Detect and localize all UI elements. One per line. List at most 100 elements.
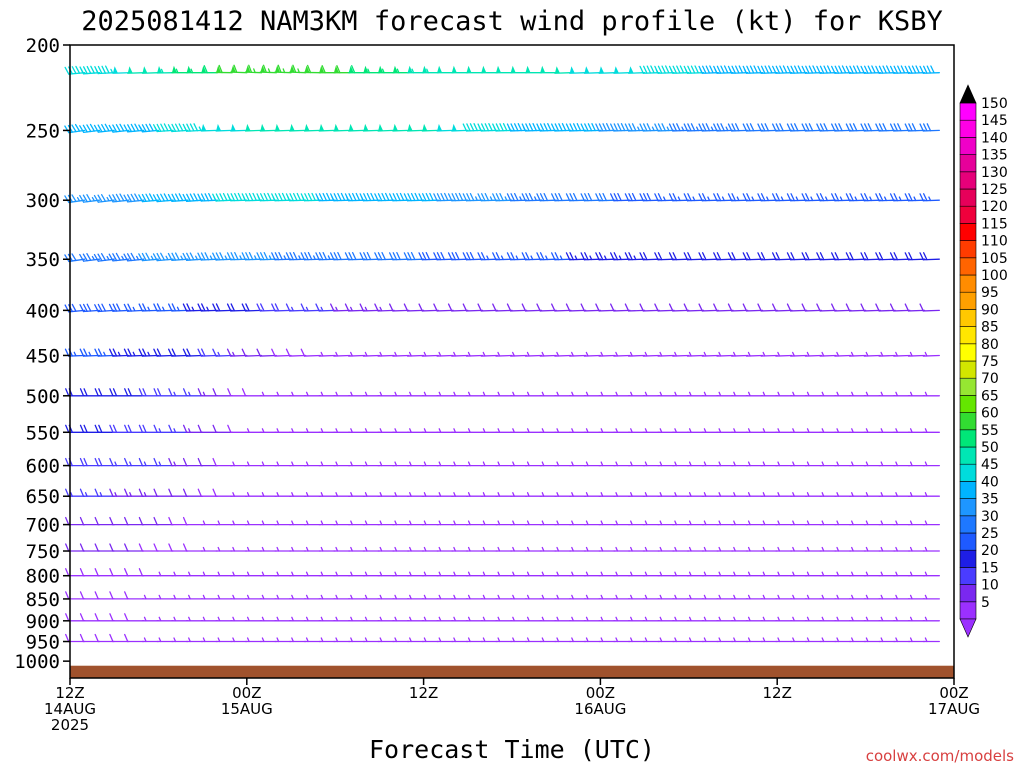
wind-barb [465,391,484,397]
wind-barb [790,637,808,643]
wind-barb [274,637,292,643]
wind-barb [451,571,469,577]
wind-barb [197,388,218,397]
wind-barb [554,571,572,577]
wind-barb [922,461,940,467]
wind-barb [583,571,602,577]
wind-barb [436,123,454,132]
wind-barb [757,303,778,312]
wind-barb [447,192,469,202]
wind-barb [344,251,366,261]
wind-barb [845,303,867,312]
wind-barb [627,616,646,622]
wind-barb [421,594,439,600]
wind-barb [654,252,675,261]
wind-barb [451,520,469,526]
wind-barb [289,637,307,643]
wind-barb [919,303,940,312]
wind-barb [848,492,867,497]
wind-barb [212,388,233,397]
wind-barb [318,546,336,552]
wind-barb [878,428,896,433]
wind-barb [786,65,808,74]
wind-barb [627,461,646,467]
wind-barb [182,252,204,261]
wind-barb [510,492,528,497]
wind-barb [848,571,867,577]
wind-barb [907,571,926,577]
wind-barb [94,568,115,577]
wind-barb [333,65,351,74]
colorbar-label: 35 [981,492,999,508]
wind-barb [727,303,749,312]
wind-barb [182,303,204,312]
wind-barb [790,616,808,622]
wind-barb [374,251,395,261]
wind-barb [521,303,543,312]
wind-barb [786,193,808,202]
wind-barb [893,616,911,622]
wind-barb [539,461,557,467]
wind-barb [878,520,896,526]
wind-barb [79,591,101,600]
wind-barb [922,391,940,397]
wind-barb [289,461,307,467]
wind-barb [406,65,425,74]
wind-barb [462,251,484,261]
wind-barb [451,637,469,643]
wind-barb [348,351,366,357]
wind-barb [289,616,307,622]
wind-barb [109,543,130,552]
wind-barb [244,616,263,622]
wind-barb [580,252,602,261]
wind-barb [109,424,130,433]
wind-barb [569,66,587,74]
wind-barb [436,571,454,577]
wind-barb [657,351,675,357]
wind-barb [583,492,602,497]
wind-barb [834,520,852,526]
wind-barb [300,251,322,261]
wind-barb [654,193,675,202]
y-tick-label: 300 [26,190,60,212]
wind-barb [627,351,646,357]
wind-barb [716,520,734,526]
wind-barb [701,428,719,433]
wind-barb [348,546,366,552]
wind-barb [569,351,587,357]
wind-barb [480,428,498,433]
wind-barb [465,428,484,433]
wind-barb [230,594,248,600]
source-watermark: coolwx.com/models [866,747,1014,765]
wind-barb [451,461,469,467]
colorbar-swatch [959,532,977,551]
wind-barb [922,351,940,357]
wind-barb [495,571,513,577]
wind-barb [495,391,513,397]
wind-barb [318,616,336,622]
wind-barb [672,520,690,526]
wind-barb [421,520,439,526]
wind-barb [451,492,469,497]
wind-barb [109,591,130,600]
wind-barb [344,303,366,312]
colorbar-label: 100 [981,268,1008,284]
wind-barb [200,616,218,622]
wind-barb [804,594,823,600]
wind-barb [108,123,130,133]
wind-barb [731,428,749,433]
colorbar-label: 10 [981,578,999,594]
wind-barb [536,252,557,261]
wind-barb [686,546,705,552]
x-tick-label: 12Z [409,684,438,702]
wind-barb [65,591,86,600]
wind-barb [109,488,130,497]
wind-barb [683,193,705,202]
wind-barb [613,351,631,357]
wind-barb [875,193,896,202]
wind-barb [860,193,881,202]
wind-barb [775,391,793,397]
wind-barb [389,192,410,202]
wind-barb [716,546,734,552]
